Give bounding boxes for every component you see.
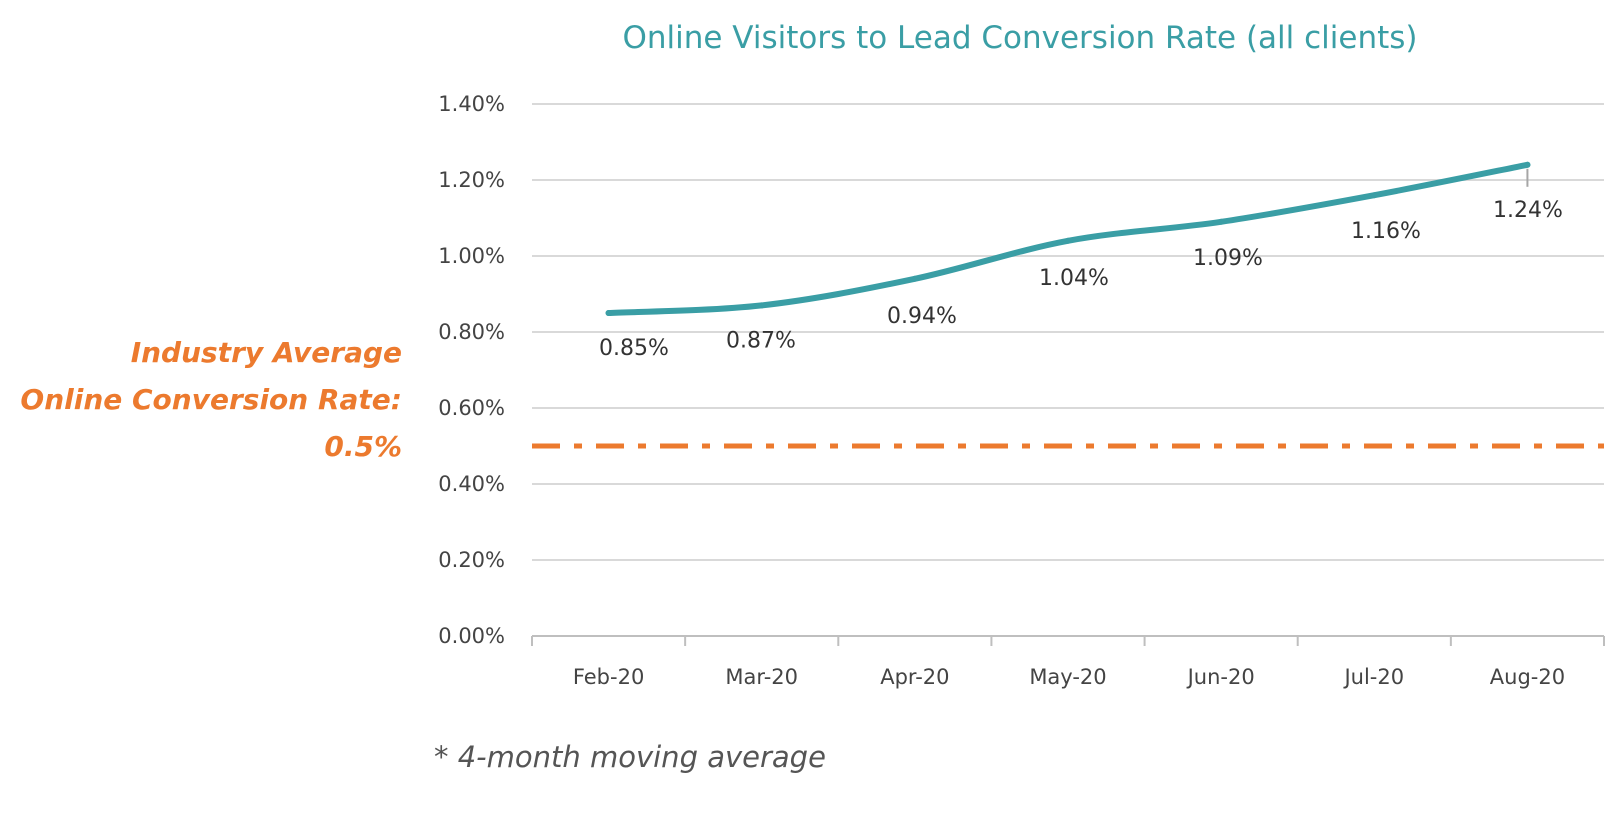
data-point [1218, 218, 1225, 225]
x-tick-label: Apr-20 [880, 665, 949, 689]
x-axis: Feb-20 Mar-20 Apr-20 May-20 Jun-20 Jul-20 Aug-… [531, 635, 1605, 689]
data-label: 0.94% [887, 304, 957, 329]
footnote: * 4-month moving average [434, 740, 826, 774]
annotation-line-1: Industry Average [131, 336, 402, 369]
data-point [911, 275, 918, 282]
x-tick-label: Aug-20 [1490, 665, 1565, 689]
y-tick-label: 1.20% [438, 168, 505, 192]
x-tick-label: May-20 [1029, 665, 1106, 689]
data-labels: 0.85% 0.87% 0.94% 1.04% 1.09% 1.16% 1.24% [599, 168, 1563, 361]
y-tick-label: 1.40% [438, 92, 505, 116]
y-tick-label: 0.00% [438, 624, 505, 648]
annotation-line-2: Online Conversion Rate: [20, 383, 402, 416]
y-tick-label: 0.40% [438, 472, 505, 496]
chart-title: Online Visitors to Lead Conversion Rate … [622, 20, 1417, 56]
x-tick-label: Jun-20 [1186, 665, 1255, 689]
y-tick-label: 0.60% [438, 396, 505, 420]
data-label: 1.04% [1039, 266, 1109, 291]
x-tick-label: Feb-20 [573, 665, 644, 689]
data-point [758, 302, 765, 309]
industry-average-annotation: Industry Average Online Conversion Rate:… [20, 336, 402, 463]
annotation-line-3: 0.5% [324, 430, 402, 463]
y-tick-label: 0.80% [438, 320, 505, 344]
data-label: 0.85% [599, 336, 669, 361]
data-label: 1.09% [1193, 246, 1263, 271]
data-label: 1.16% [1351, 219, 1421, 244]
y-axis-ticks: 0.00% 0.20% 0.40% 0.60% 0.80% 1.00% 1.20% 1.40% [438, 92, 505, 648]
data-point [605, 310, 612, 316]
gridlines [532, 103, 1604, 561]
y-tick-label: 0.20% [438, 548, 505, 572]
data-point [1371, 192, 1378, 199]
data-label: 0.87% [726, 328, 796, 353]
data-point [1065, 237, 1071, 244]
x-tick-label: Jul-20 [1342, 665, 1404, 689]
y-tick-label: 1.00% [438, 244, 505, 268]
data-point [1524, 161, 1531, 168]
data-label: 1.24% [1493, 198, 1563, 223]
x-tick-label: Mar-20 [725, 665, 798, 689]
series-group [605, 161, 1531, 316]
